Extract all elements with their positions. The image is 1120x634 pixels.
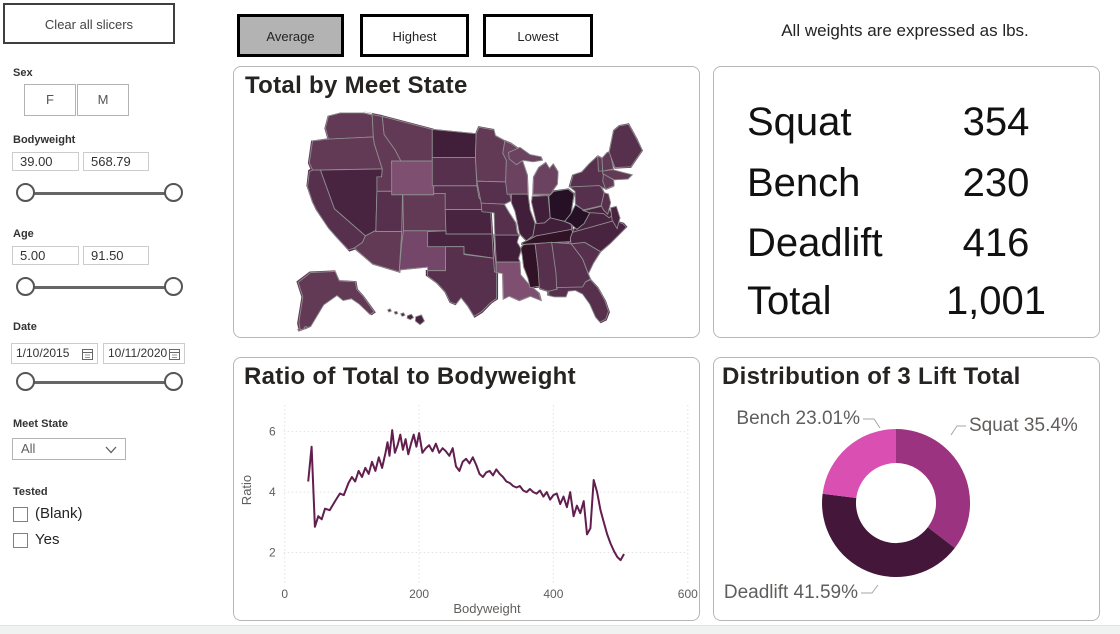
svg-text:2: 2: [269, 546, 276, 560]
svg-text:Bench 23.01%: Bench 23.01%: [736, 408, 860, 429]
svg-text:Ratio: Ratio: [239, 475, 254, 505]
svg-text:200: 200: [409, 587, 429, 601]
svg-text:0: 0: [281, 587, 288, 601]
svg-text:Bodyweight: Bodyweight: [453, 601, 521, 616]
svg-text:600: 600: [678, 587, 698, 601]
svg-text:4: 4: [269, 485, 276, 499]
svg-text:6: 6: [269, 425, 276, 439]
svg-text:400: 400: [543, 587, 563, 601]
svg-text:Squat 35.4%: Squat 35.4%: [969, 415, 1078, 436]
svg-text:Deadlift 41.59%: Deadlift 41.59%: [724, 582, 858, 603]
